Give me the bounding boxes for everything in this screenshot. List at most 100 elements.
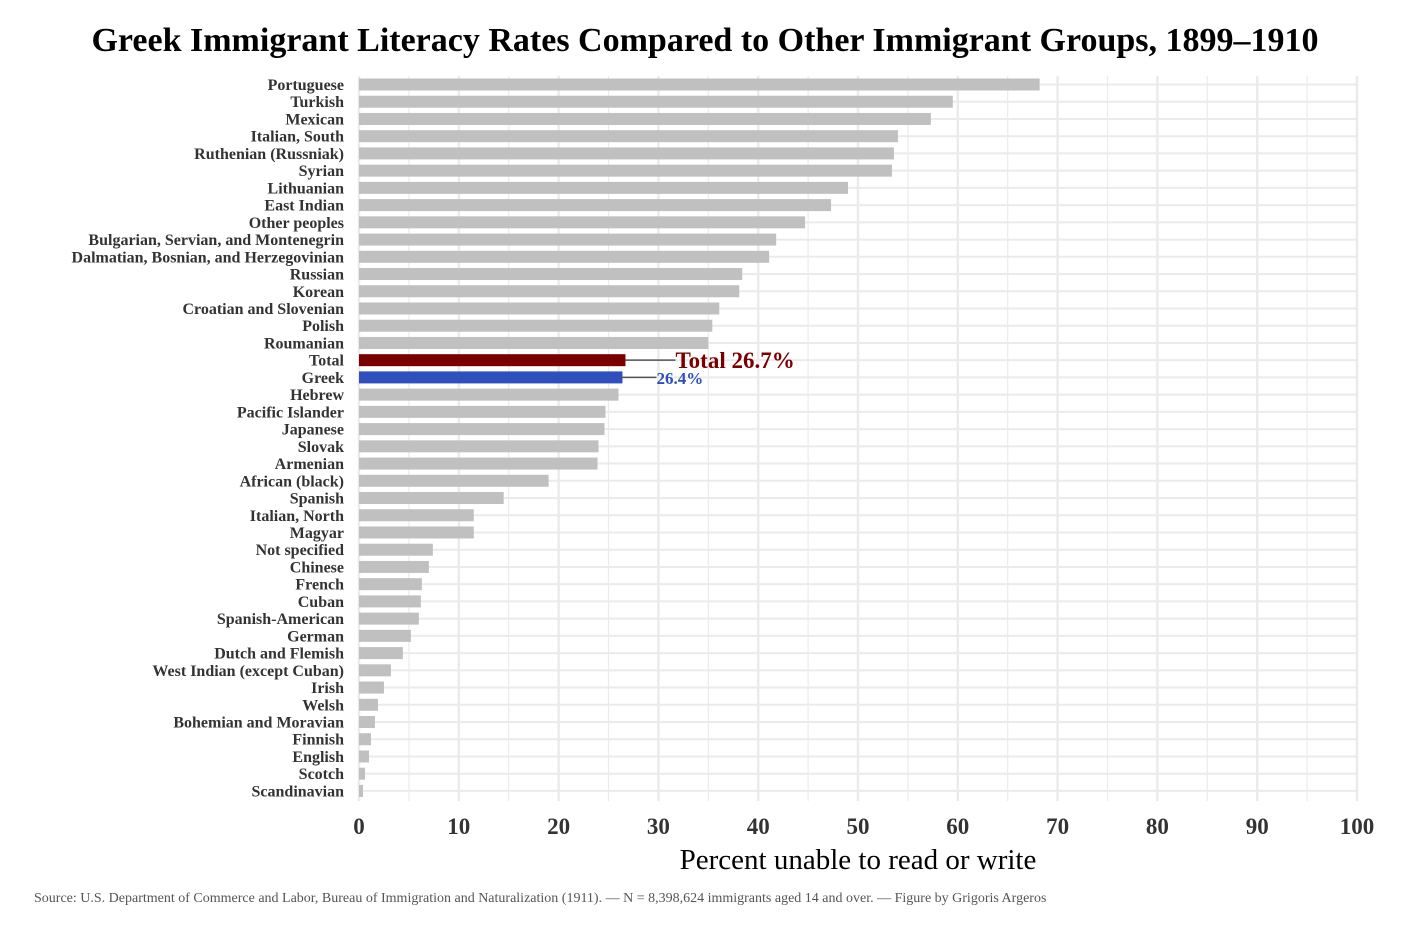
bar-finnish (359, 733, 371, 746)
category-label: Italian, South (251, 129, 344, 146)
bar-mexican (359, 112, 931, 125)
bar-french (359, 578, 422, 591)
category-label: German (287, 628, 344, 645)
category-label: Finnish (292, 732, 344, 749)
bar-irish (359, 681, 384, 694)
bar-total (359, 354, 626, 367)
x-tick-label: 30 (647, 814, 670, 839)
bar-russian (359, 268, 743, 281)
grid (357, 76, 1359, 801)
category-label: Dutch and Flemish (214, 646, 344, 663)
category-label: African (black) (240, 473, 344, 490)
x-tick-label: 20 (547, 814, 570, 839)
category-label: Polish (302, 318, 344, 335)
bar-dutch-and-flemish (359, 647, 403, 660)
category-label: Other peoples (249, 215, 344, 232)
bar-pacific-islander (359, 405, 606, 418)
category-label: Total (309, 353, 345, 370)
chart-title: Greek Immigrant Literacy Rates Compared … (91, 22, 1318, 59)
category-label: Cuban (298, 594, 344, 611)
bar-not-specified (359, 543, 433, 556)
category-label: Scandinavian (252, 783, 345, 800)
bar-slovak (359, 440, 599, 453)
bar-german (359, 629, 411, 642)
bar-italian-north (359, 509, 474, 522)
category-label: Scotch (299, 766, 344, 783)
total-annotation: Total 26.7% (675, 348, 794, 373)
bar-croatian-and-slovenian (359, 302, 720, 315)
category-label: Not specified (256, 542, 345, 559)
bar-scandinavian (359, 784, 363, 797)
x-tick-label: 40 (747, 814, 770, 839)
category-label: Roumanian (264, 335, 344, 352)
category-label: Korean (293, 284, 344, 301)
annotations: Total 26.7%26.4% (622, 348, 795, 388)
category-label: Japanese (282, 422, 344, 439)
bar-lithuanian (359, 181, 849, 194)
bar-other-peoples (359, 216, 806, 229)
bar-greek (359, 371, 623, 384)
category-label: Greek (302, 370, 344, 387)
bar-armenian (359, 457, 598, 470)
category-label: East Indian (264, 198, 344, 215)
bar-cuban (359, 595, 421, 608)
bar-korean (359, 285, 740, 298)
x-tick-label: 90 (1246, 814, 1269, 839)
x-tick-label: 10 (447, 814, 470, 839)
bar-scotch (359, 767, 365, 780)
bar-portuguese (359, 78, 1040, 91)
bar-bulgarian-servian-and-montenegrin (359, 233, 777, 246)
bar-hebrew (359, 388, 619, 401)
bar-spanish (359, 492, 504, 505)
x-axis-ticks: 0 10 20 30 40 50 60 70 80 90 100 (353, 814, 1374, 839)
bar-japanese (359, 423, 605, 436)
x-tick-label: 50 (847, 814, 870, 839)
bar-spanish-american (359, 612, 419, 625)
bar-welsh (359, 698, 378, 711)
category-label: Lithuanian (268, 180, 345, 197)
bar-polish (359, 319, 713, 332)
category-label: Italian, North (250, 508, 344, 525)
category-label: Pacific Islander (237, 404, 344, 421)
category-label: English (292, 749, 344, 766)
bar-dalmatian-bosnian-and-herzegovinian (359, 250, 770, 263)
x-tick-label: 80 (1146, 814, 1169, 839)
category-label: Ruthenian (Russniak) (194, 146, 344, 163)
category-label: Magyar (290, 525, 344, 542)
category-label: Mexican (285, 111, 344, 128)
bar-turkish (359, 95, 953, 108)
bar-chinese (359, 560, 429, 573)
x-tick-label: 0 (353, 814, 365, 839)
category-label: Bohemian and Moravian (173, 715, 344, 732)
bar-african-black (359, 474, 549, 487)
x-tick-label: 100 (1340, 814, 1375, 839)
x-tick-label: 60 (946, 814, 969, 839)
category-label: Spanish (290, 491, 344, 508)
category-label: Slovak (298, 439, 344, 456)
x-axis-title: Percent unable to read or write (680, 844, 1037, 876)
category-label: Dalmatian, Bosnian, and Herzegovinian (72, 249, 345, 266)
bar-italian-south (359, 130, 898, 143)
category-label: Armenian (275, 456, 344, 473)
bar-roumanian (359, 336, 709, 349)
bar-magyar (359, 526, 474, 539)
bar-east-indian (359, 199, 832, 212)
category-label: Irish (311, 680, 344, 697)
category-label: Russian (290, 267, 344, 284)
source-note: Source: U.S. Department of Commerce and … (34, 891, 1046, 906)
category-label: Spanish-American (217, 611, 344, 628)
bar-west-indian-except-cuban (359, 664, 391, 677)
category-label: Welsh (302, 697, 344, 714)
category-label: French (295, 577, 344, 594)
bar-english (359, 750, 369, 763)
bars (359, 78, 1040, 797)
bar-bohemian-and-moravian (359, 716, 375, 729)
bar-ruthenian-russniak (359, 147, 894, 160)
category-label: Croatian and Slovenian (182, 301, 344, 318)
greek-annotation: 26.4% (656, 369, 703, 388)
bar-syrian (359, 164, 892, 177)
category-label: Portuguese (268, 77, 344, 94)
x-tick-label: 70 (1046, 814, 1069, 839)
